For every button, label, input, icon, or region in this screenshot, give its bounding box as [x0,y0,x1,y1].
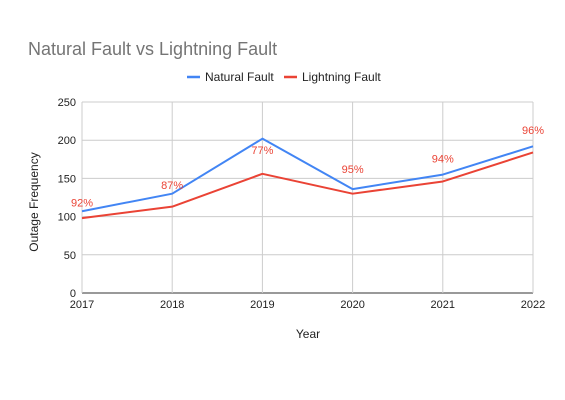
data-label: 87% [161,180,183,192]
legend-label-natural-fault: Natural Fault [205,70,274,84]
data-label: 95% [342,164,364,176]
data-label: 92% [71,198,93,210]
x-tick-label: 2020 [340,299,364,311]
y-tick-label: 0 [70,288,76,300]
y-tick-label: 200 [58,135,76,147]
x-axis-ticks: 2017 2018 2019 2020 2021 2022 [70,299,545,311]
gridlines [81,101,534,294]
data-label: 96% [522,125,544,137]
data-label: 77% [251,145,273,157]
data-labels: 92% 87% 77% 95% 94% 96% [71,125,544,210]
chart-title: Natural Fault vs Lightning Fault [28,39,277,59]
x-tick-label: 2017 [70,299,94,311]
data-label: 94% [432,153,454,165]
y-axis-ticks: 0 50 100 150 200 250 [58,97,76,300]
legend-label-lightning-fault: Lightning Fault [302,70,381,84]
series-lines [81,137,534,220]
y-tick-label: 250 [58,97,76,109]
y-tick-label: 150 [58,173,76,185]
x-tick-label: 2022 [521,299,545,311]
series-line-natural-fault [81,137,534,213]
series-line-lightning-fault [81,151,534,220]
y-axis-title: Outage Frequency [27,152,41,251]
x-tick-label: 2021 [431,299,455,311]
x-axis-title: Year [296,327,320,341]
y-tick-label: 50 [64,250,76,262]
y-tick-label: 100 [58,212,76,224]
x-tick-label: 2019 [250,299,274,311]
x-tick-label: 2018 [160,299,184,311]
legend: Natural Fault Lightning Fault [187,70,381,84]
